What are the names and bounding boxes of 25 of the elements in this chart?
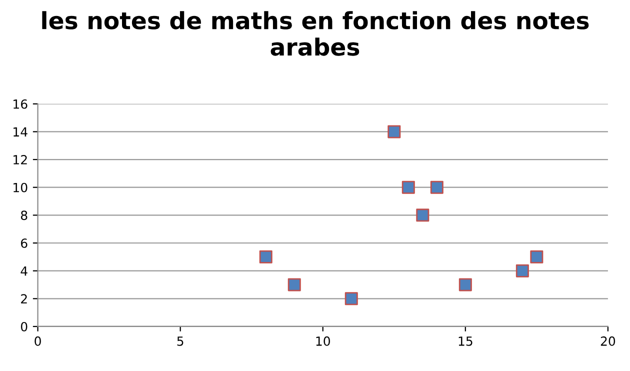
y-tick-label: 2 — [21, 294, 27, 304]
y-tick-label: 16 — [14, 99, 28, 109]
point — [388, 125, 401, 138]
x-tick-label: 5 — [177, 336, 184, 346]
x-tick-label: 0 — [34, 336, 41, 346]
y-tick-label: 4 — [20, 266, 28, 276]
point — [430, 180, 444, 194]
point — [259, 250, 272, 264]
point — [416, 208, 430, 222]
x-tick-label: 10 — [316, 336, 330, 346]
y-tick-label: 6 — [21, 238, 28, 248]
point — [530, 250, 544, 264]
y-tick-label: 8 — [20, 210, 28, 220]
x-tick-label: 15 — [458, 336, 472, 346]
chart-title: les notes de maths en fonction des notes arabes — [42, 11, 589, 56]
x-tick-label: 20 — [600, 336, 616, 346]
point — [458, 278, 472, 292]
point — [516, 264, 529, 278]
y-tick-label: 14 — [14, 127, 28, 136]
y-tick-label: 0 — [20, 322, 28, 332]
point — [402, 180, 415, 194]
point — [288, 278, 301, 292]
y-tick-label: 10 — [14, 182, 28, 192]
y-tick-label: 12 — [14, 155, 27, 164]
point — [344, 292, 358, 306]
